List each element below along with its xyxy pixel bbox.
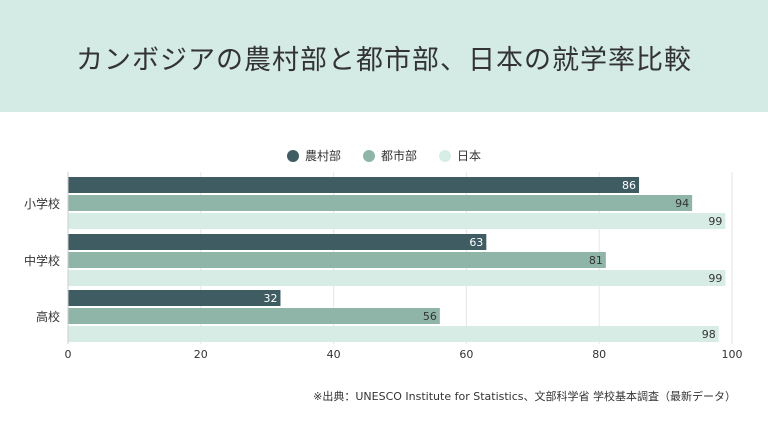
source-note: ※出典：UNESCO Institute for Statistics、文部科学… [313,390,736,403]
legend-label-japan: 日本 [457,149,482,163]
x-tick-label: 20 [194,348,208,361]
legend-label-urban: 都市部 [380,149,417,163]
x-tick-label: 60 [459,348,473,361]
data-label: 81 [589,254,603,267]
bar [68,213,726,229]
header-banner: カンボジアの農村部と都市部、日本の就学率比較 [0,0,768,112]
bar [68,326,719,342]
legend-item-rural: 農村部 [286,147,341,164]
bar [68,177,640,193]
legend-swatch-rural [286,149,299,162]
x-tick-label: 100 [722,348,743,361]
data-label: 99 [708,215,722,228]
bar [68,290,281,306]
x-tick-label: 80 [592,348,606,361]
data-label: 56 [423,310,437,323]
data-label: 63 [469,236,483,249]
legend-swatch-japan [439,149,451,162]
data-label: 32 [263,292,277,305]
x-tick-label: 40 [327,348,341,361]
category-label: 高校 [36,309,60,324]
legend-swatch-urban [362,149,375,162]
bar [68,234,487,250]
bar [68,308,440,324]
legend-item-urban: 都市部 [362,147,417,164]
legend-item-japan: 日本 [439,147,481,164]
data-label: 86 [622,179,636,192]
legend-label-rural: 農村部 [304,149,341,163]
data-label: 94 [675,197,689,210]
x-tick-label: 0 [65,348,72,361]
legend: 農村部 都市部 日本 [0,147,768,164]
category-label: 小学校 [24,196,60,211]
bar [68,195,693,211]
data-label: 98 [702,328,716,341]
chart-title: カンボジアの農村部と都市部、日本の就学率比較 [76,45,692,76]
category-label: 中学校 [24,253,60,268]
data-label: 99 [708,272,722,285]
bar [68,252,606,268]
bar [68,270,726,286]
